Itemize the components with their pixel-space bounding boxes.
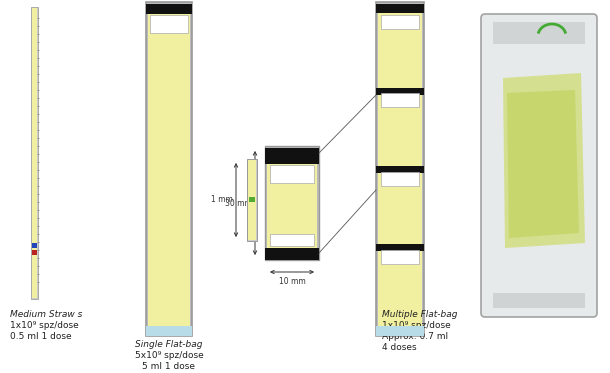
Text: 1x10⁹ spz/dose: 1x10⁹ spz/dose [10, 321, 79, 330]
Bar [267, 148, 317, 258]
Text: Single Flat-bag: Single Flat-bag [135, 340, 203, 349]
Text: Approx. 0.7 ml: Approx. 0.7 ml [382, 332, 448, 341]
Text: 10 mm: 10 mm [279, 277, 306, 286]
Bar [146, 326, 192, 336]
Bar [249, 197, 255, 202]
Bar [381, 93, 419, 107]
Bar [31, 7, 38, 299]
Text: 0.5 ml 1 dose: 0.5 ml 1 dose [10, 332, 71, 341]
Text: 30 mm: 30 mm [225, 198, 252, 207]
Bar [32, 250, 37, 255]
Bar [493, 293, 585, 308]
Bar [381, 15, 419, 29]
Bar [381, 172, 419, 185]
Bar [493, 22, 585, 44]
Text: 1x10⁹ spz/dose: 1x10⁹ spz/dose [382, 321, 451, 330]
Bar [378, 4, 422, 334]
Bar [247, 159, 257, 241]
Bar [270, 234, 314, 246]
Bar [270, 165, 314, 183]
FancyBboxPatch shape [481, 14, 597, 317]
Polygon shape [503, 73, 585, 248]
Text: Multiple Flat-bag: Multiple Flat-bag [382, 310, 458, 319]
Text: 4 doses: 4 doses [382, 343, 417, 352]
Bar [265, 248, 319, 260]
Bar [32, 243, 37, 248]
Bar [265, 148, 319, 164]
Bar [376, 2, 424, 336]
Text: Medium Straw s: Medium Straw s [10, 310, 82, 319]
Text: 1 mm: 1 mm [211, 195, 233, 204]
Bar [32, 8, 37, 298]
Bar [376, 88, 424, 95]
Bar [376, 166, 424, 173]
Bar [376, 326, 424, 336]
Bar [265, 146, 319, 260]
Bar [381, 250, 419, 264]
Bar [150, 15, 188, 33]
Bar [248, 160, 256, 240]
Bar [376, 244, 424, 251]
Polygon shape [507, 90, 579, 238]
Bar [146, 4, 192, 14]
Text: 5x10⁹ spz/dose: 5x10⁹ spz/dose [135, 351, 203, 360]
Bar [146, 2, 192, 336]
Bar [376, 4, 424, 13]
Text: 5 ml 1 dose: 5 ml 1 dose [143, 362, 195, 371]
Bar [148, 4, 190, 334]
